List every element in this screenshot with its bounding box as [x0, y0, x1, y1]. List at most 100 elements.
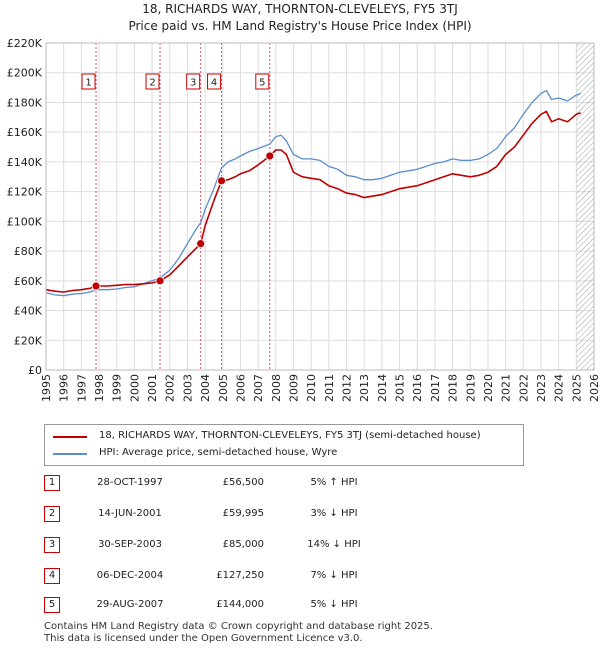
transaction-date: 06-DEC-2004 [96, 570, 164, 581]
x-tick-label: 1999 [111, 374, 124, 402]
x-tick-label: 2026 [588, 374, 600, 402]
property-price-line [45, 110, 581, 293]
y-tick-label: £160K [7, 126, 43, 139]
sale-point [217, 176, 226, 186]
plot-frame [45, 42, 595, 371]
sale-point [91, 281, 101, 291]
transaction-hpi-diff: 3% ↓ HPI [310, 508, 358, 519]
transaction-number: 1 [44, 475, 60, 491]
sale-number-box: 5 [255, 73, 270, 90]
x-tick-label: 2005 [217, 374, 230, 402]
transaction-date: 29-AUG-2007 [96, 599, 164, 610]
x-tick-label: 2013 [358, 374, 371, 402]
transaction-hpi-diff: 5% ↓ HPI [310, 599, 358, 610]
transaction-hpi-diff: 5% ↑ HPI [310, 477, 358, 488]
y-tick-label: £40K [14, 305, 43, 318]
x-tick-label: 2007 [252, 374, 265, 402]
x-tick-label: 2003 [181, 374, 194, 402]
sale-number-box: 1 [81, 73, 96, 90]
x-tick-label: 2020 [482, 374, 495, 402]
x-tick-label: 2008 [270, 374, 283, 402]
sale-point [155, 276, 165, 286]
transaction-date: 14-JUN-2001 [98, 508, 162, 519]
x-tick-label: 2024 [553, 374, 566, 402]
x-tick-label: 2014 [376, 374, 389, 402]
transaction-hpi-diff: 14% ↓ HPI [307, 539, 361, 550]
x-tick-label: 1998 [93, 374, 106, 402]
x-tick-label: 2017 [429, 374, 442, 402]
sale-point [196, 239, 206, 249]
x-tick-label: 2001 [146, 374, 159, 402]
transaction-number: 3 [44, 537, 60, 553]
legend-entry-hpi: HPI: Average price, semi-detached house,… [53, 446, 513, 462]
y-tick-label: £100K [7, 215, 43, 228]
table-row: 1 28-OCT-1997 £56,500 5% ↑ HPI [44, 474, 564, 494]
y-tick-label: £220K [7, 37, 43, 50]
table-row: 2 14-JUN-2001 £59,995 3% ↓ HPI [44, 505, 564, 525]
plot-area [46, 43, 594, 370]
y-tick-label: £0 [28, 364, 42, 377]
x-tick-label: 1995 [40, 374, 53, 402]
x-tick-label: 2004 [199, 374, 212, 402]
legend-swatch-hpi [53, 453, 87, 455]
x-tick-label: 1997 [75, 374, 88, 402]
x-tick-label: 2012 [341, 374, 354, 402]
transaction-number: 4 [44, 568, 60, 584]
transaction-date: 30-SEP-2003 [98, 539, 162, 550]
sale-box-frame [81, 73, 96, 90]
transaction-price: £144,000 [216, 599, 264, 610]
x-tick-label: 2025 [570, 374, 583, 402]
sale-number-box: 2 [145, 73, 160, 90]
x-tick-label: 2023 [535, 374, 548, 402]
table-row: 4 06-DEC-2004 £127,250 7% ↓ HPI [44, 567, 564, 587]
sale-number-box: 4 [207, 73, 222, 90]
sale-box-frame [207, 73, 222, 90]
transaction-price: £56,500 [222, 477, 264, 488]
y-tick-label: £60K [14, 275, 43, 288]
transaction-date: 28-OCT-1997 [97, 477, 163, 488]
sale-box-label: 3 [190, 78, 196, 89]
price-chart: 1 2 3 4 5 £0 £20K £40K £60K £80K £100K £120K £140K £… [7, 37, 600, 402]
sale-box-label: 2 [149, 78, 155, 89]
y-tick-label: £140K [7, 156, 43, 169]
sale-box-label: 4 [211, 78, 217, 89]
x-tick-label: 2019 [464, 374, 477, 402]
sale-box-frame [255, 73, 270, 90]
x-tick-label: 2002 [164, 374, 177, 402]
x-tick-label: 2021 [500, 374, 513, 402]
transaction-number: 2 [44, 506, 60, 522]
y-tick-label: £200K [7, 67, 43, 80]
x-tick-label: 2022 [517, 374, 530, 402]
y-tick-label: £120K [7, 186, 43, 199]
transaction-price: £59,995 [222, 508, 264, 519]
x-tick-label: 2016 [411, 374, 424, 402]
transaction-hpi-diff: 7% ↓ HPI [310, 570, 358, 581]
x-tick-label: 2010 [305, 374, 318, 402]
footer-copyright: Contains HM Land Registry data © Crown c… [44, 621, 433, 632]
y-tick-label: £180K [7, 96, 43, 109]
sale-box-label: 5 [259, 78, 265, 89]
x-tick-label: 2015 [394, 374, 407, 402]
legend-swatch-property [53, 436, 87, 438]
table-row: 5 29-AUG-2007 £144,000 5% ↓ HPI [44, 596, 564, 616]
chart-legend: 18, RICHARDS WAY, THORNTON-CLEVELEYS, FY… [44, 424, 524, 466]
sale-box-label: 1 [85, 78, 91, 89]
x-tick-label: 2000 [128, 374, 141, 402]
chart-title: 18, RICHARDS WAY, THORNTON-CLEVELEYS, FY… [142, 2, 458, 16]
x-tick-label: 1996 [58, 374, 71, 402]
chart-subtitle: Price paid vs. HM Land Registry's House … [128, 19, 472, 33]
legend-label-hpi: HPI: Average price, semi-detached house,… [99, 447, 338, 458]
forecast-hatch-region [576, 43, 594, 370]
x-tick-label: 2011 [323, 374, 336, 402]
x-tick-label: 2009 [287, 374, 300, 402]
x-tick-label: 2006 [234, 374, 247, 402]
sale-box-frame [186, 73, 201, 90]
legend-entry-property: 18, RICHARDS WAY, THORNTON-CLEVELEYS, FY… [53, 429, 513, 445]
sale-point [265, 151, 275, 161]
transaction-price: £127,250 [216, 570, 264, 581]
transaction-price: £85,000 [222, 539, 264, 550]
sale-box-frame [145, 73, 160, 90]
y-tick-label: £80K [14, 245, 43, 258]
transaction-number: 5 [44, 597, 60, 613]
legend-label-property: 18, RICHARDS WAY, THORNTON-CLEVELEYS, FY… [99, 430, 481, 441]
